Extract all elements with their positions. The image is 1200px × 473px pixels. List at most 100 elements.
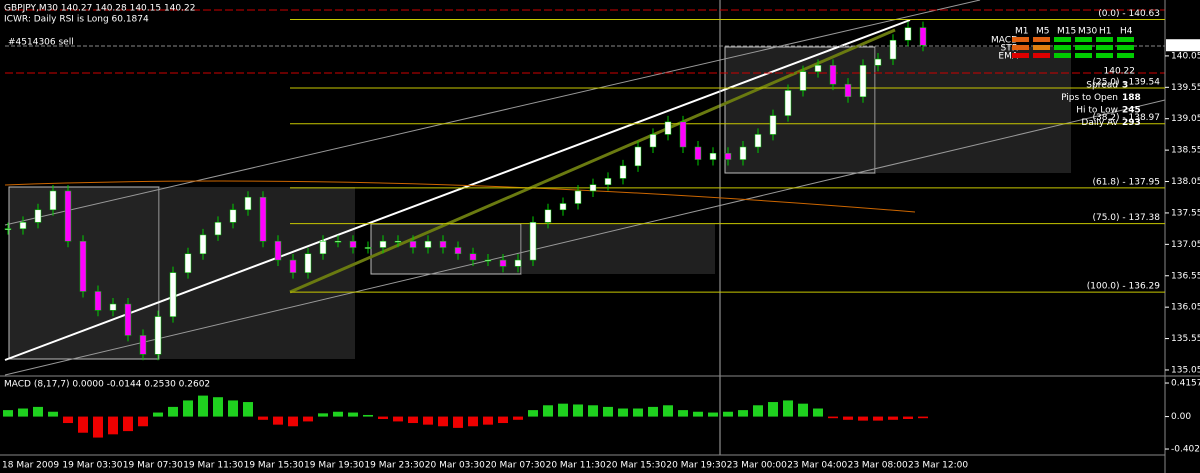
candle-body <box>829 65 837 85</box>
candle-body <box>484 259 492 262</box>
signal-cell <box>1075 37 1092 42</box>
time-label: 20 Mar 11:30 <box>546 461 606 471</box>
candle-body <box>304 253 312 273</box>
price-tick-label: 136.05 <box>1171 303 1200 313</box>
candle-body <box>274 240 282 261</box>
candle-body <box>4 228 12 230</box>
macd-bar <box>153 412 163 417</box>
candle-body <box>574 190 582 204</box>
candle-body <box>499 259 507 267</box>
macd-bar <box>303 416 313 422</box>
macd-bar <box>663 405 673 417</box>
macd-bar <box>273 416 283 425</box>
fib-label: (75.0) - 137.38 <box>1092 213 1160 223</box>
signal-cell <box>1117 45 1134 50</box>
macd-bar <box>888 416 898 420</box>
time-label: 19 Mar 11:30 <box>183 461 243 471</box>
macd-bar <box>753 405 763 417</box>
signal-row: EMA <box>998 52 1018 62</box>
candle-body <box>319 240 327 255</box>
price-tick-label: 137.55 <box>1171 208 1200 218</box>
candle-body <box>634 146 642 167</box>
macd-bar <box>138 416 148 427</box>
candle-body <box>49 190 57 211</box>
macd-bar <box>483 416 493 425</box>
macd-bar <box>318 413 328 417</box>
trendlines <box>4 0 1166 455</box>
candle-body <box>394 240 402 243</box>
macd-bar <box>408 416 418 424</box>
candle-body <box>784 90 792 116</box>
candle-body <box>679 121 687 148</box>
info-value: 245 <box>1122 106 1141 116</box>
order-label: #4514306 sell <box>8 38 74 48</box>
time-label: 19 Mar 19:30 <box>304 461 364 471</box>
macd-bar <box>648 406 658 417</box>
macd-bar <box>543 405 553 417</box>
time-label: 20 Mar 19:30 <box>666 461 726 471</box>
candle-body <box>214 222 222 236</box>
time-label: 20 Mar 03:30 <box>425 461 485 471</box>
macd-bar <box>678 410 688 417</box>
candle-body <box>709 153 717 160</box>
fib-label: (100.0) - 136.29 <box>1087 282 1161 292</box>
signal-column: H4 <box>1120 27 1133 37</box>
info-label: Spread <box>1086 81 1118 91</box>
candle-body <box>724 153 732 160</box>
macd-bar <box>33 406 43 417</box>
price-tick-label: 137.05 <box>1171 240 1200 250</box>
macd-bar <box>48 411 58 417</box>
time-label: 19 Mar 15:30 <box>244 461 304 471</box>
macd-bar <box>738 410 748 417</box>
macd-bar <box>378 416 388 420</box>
signal-column: M5 <box>1036 27 1050 37</box>
info-label: Daily Av <box>1081 118 1118 128</box>
candle-body <box>469 253 477 261</box>
macd-bar <box>918 416 928 419</box>
macd-bar <box>453 416 463 428</box>
candle-body <box>874 58 882 66</box>
current-price-label: 140.22 <box>1170 41 1200 51</box>
macd-bar <box>723 411 733 417</box>
signal-cell <box>1012 45 1029 50</box>
time-label: 23 Mar 00:00 <box>727 461 787 471</box>
signal-cell <box>1033 37 1050 42</box>
candle-body <box>619 165 627 179</box>
macd-bar <box>903 416 913 420</box>
macd-tick-label: 0.00 <box>1171 412 1191 422</box>
time-label: 19 Mar 07:30 <box>123 461 183 471</box>
time-label: 19 Mar 23:30 <box>364 461 424 471</box>
macd-bar <box>423 416 433 425</box>
price-tick-label: 139.05 <box>1171 114 1200 124</box>
info-label: Pips to Open <box>1061 93 1118 103</box>
candle-body <box>859 65 867 97</box>
candle-body <box>844 83 852 97</box>
candle-body <box>154 316 162 355</box>
macd-bar <box>603 406 613 417</box>
signal-row: STR <box>1001 44 1018 54</box>
candle-body <box>424 240 432 248</box>
info-value: 188 <box>1122 93 1141 103</box>
macd-bar <box>498 416 508 424</box>
macd-bar <box>198 395 208 417</box>
candle-body <box>124 303 132 336</box>
candle-body <box>64 190 72 242</box>
candle-body <box>229 209 237 223</box>
candle-body <box>184 253 192 273</box>
signal-cell <box>1096 37 1113 42</box>
candle-body <box>34 209 42 223</box>
price-tick-label: 139.55 <box>1171 83 1200 93</box>
macd-bar <box>528 410 538 417</box>
macd-bar <box>348 412 358 417</box>
macd-tick-label: 0.4157 <box>1171 379 1200 389</box>
macd-bar <box>798 403 808 417</box>
fib-label: (25.0) - 139.54 <box>1092 77 1160 87</box>
candle-body <box>289 259 297 273</box>
candle-body <box>349 240 357 248</box>
price-tick-label: 138.05 <box>1171 177 1200 187</box>
candle-body <box>694 146 702 160</box>
macd-bar <box>813 408 823 417</box>
time-label: 20 Mar 07:30 <box>485 461 545 471</box>
current-price-box <box>1166 39 1200 52</box>
